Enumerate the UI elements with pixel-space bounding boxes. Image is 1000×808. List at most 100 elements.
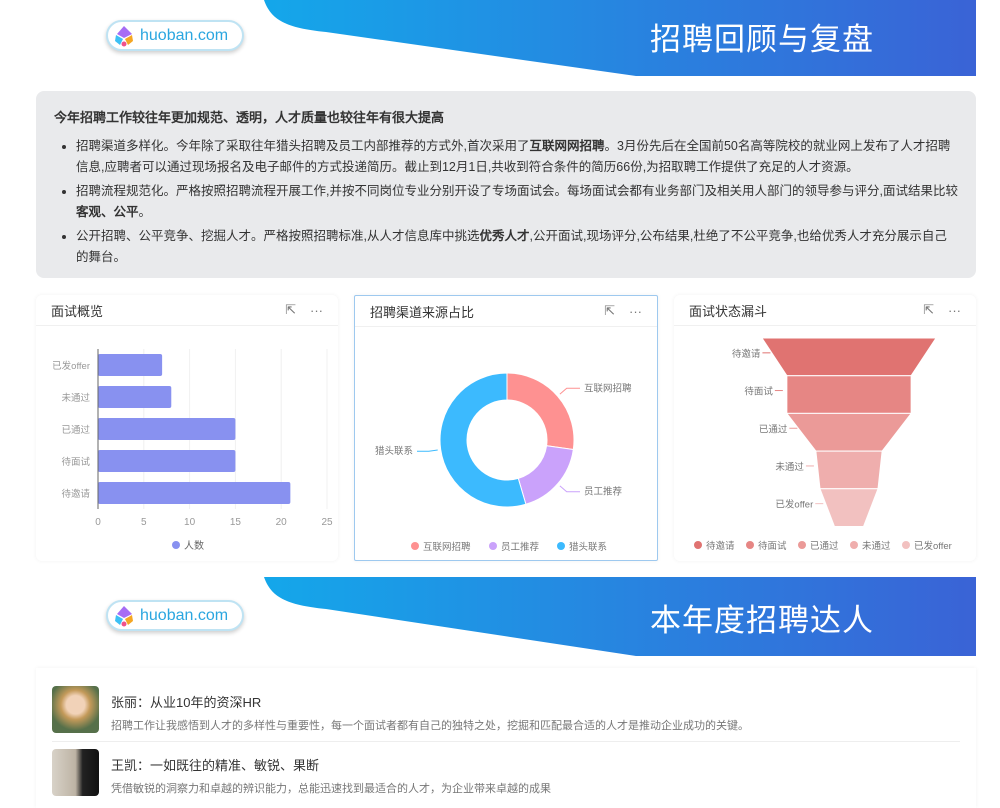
y-tick-label: 未通过 xyxy=(61,392,90,404)
y-tick-label: 待邀请 xyxy=(61,488,90,500)
huoban-logo: huoban.com xyxy=(106,600,244,631)
summary-text: 招聘流程规范化。严格按照招聘流程开展工作,并按不同岗位专业分别开设了专场面试会。… xyxy=(76,184,958,198)
summary-text: 互联网网招聘 xyxy=(529,139,605,153)
x-tick-label: 25 xyxy=(321,517,333,528)
funnel-segment xyxy=(786,375,912,414)
divider xyxy=(52,741,960,742)
x-tick-label: 5 xyxy=(141,517,147,528)
banner-review: huoban.com 招聘回顾与复盘 xyxy=(36,0,976,76)
summary-text: 。3月份先后在全国前50名高等院校的就业网上发布了人才招聘信息,应聘者可以通过现… xyxy=(76,139,951,174)
legend-label: 员工推荐 xyxy=(501,541,540,553)
legend-marker xyxy=(850,541,858,549)
bar xyxy=(98,418,236,440)
banner-background xyxy=(264,0,976,76)
donut-slice xyxy=(517,445,574,505)
funnel-segment xyxy=(761,337,937,377)
summary-text: 客观、公平 xyxy=(76,205,139,219)
funnel-segment xyxy=(815,450,883,490)
slice-label: 猎头联系 xyxy=(375,445,413,457)
card-interview-funnel: 面试状态漏斗 ⇱ ··· 待邀请 待面试 已通过 未通过 已发offer 待邀请 待面试 已通过未… xyxy=(674,295,976,561)
avatar xyxy=(52,749,99,796)
funnel-label: 未通过 xyxy=(775,461,804,473)
bar xyxy=(98,354,163,376)
x-tick-label: 0 xyxy=(95,517,101,528)
card-title: 招聘渠道来源占比 xyxy=(370,304,475,320)
y-tick-label: 已通过 xyxy=(61,424,90,436)
legend-label: 已通过 xyxy=(810,540,839,552)
slice-label: 互联网招聘 xyxy=(584,382,632,394)
talent-list: 张丽：从业10年的资深HR 招聘工作让我感悟到人才的多样性与重要性，每一个面试者都… xyxy=(36,668,976,808)
summary-text: ,公开面试,现场评分,公布结果,杜绝了不公平竞争,也给优秀人才充分展示自己的舞台… xyxy=(76,229,947,264)
card-channel-share: 招聘渠道来源占比 ⇱ ··· 互联网招聘 员工推荐 猎头联系 互联网招聘 员工推荐 猎头联系 xyxy=(354,295,658,561)
x-tick-label: 20 xyxy=(276,517,288,528)
banner-talent: huoban.com 本年度招聘达人 xyxy=(36,577,976,656)
logo-icon xyxy=(115,605,133,626)
legend-label: 猎头联系 xyxy=(569,541,607,553)
card-interview-overview: 面试概览 ⇱ ··· 0 5 10 15 20 25 待邀请 待面试 已通过 未通过 已发offer 人数 xyxy=(36,295,338,561)
slice-label: 员工推荐 xyxy=(584,486,623,498)
person-desc: 招聘工作让我感悟到人才的多样性与重要性，每一个面试者都有自己的独特之处，挖掘和匹… xyxy=(111,720,749,732)
legend-label: 待面试 xyxy=(758,540,787,552)
legend-marker xyxy=(694,541,702,549)
y-tick-label: 已发offer xyxy=(52,360,90,372)
legend-marker xyxy=(746,541,754,549)
more-icon[interactable]: ··· xyxy=(310,302,323,318)
x-tick-label: 15 xyxy=(230,517,242,528)
card-title: 面试状态漏斗 xyxy=(689,303,768,319)
legend-marker xyxy=(489,542,497,550)
banner-background xyxy=(264,577,976,656)
legend-marker xyxy=(557,542,565,550)
funnel-segment xyxy=(819,488,879,527)
legend-label: 待邀请 xyxy=(706,540,735,552)
summary-item: 招聘渠道多样化。今年除了采取往年猎头招聘及员工内部推荐的方式外,首次采用了互联网… xyxy=(76,136,958,178)
list-item: 张丽：从业10年的资深HR 招聘工作让我感悟到人才的多样性与重要性，每一个面试者都… xyxy=(52,686,960,733)
summary-text: 招聘渠道多样化。今年除了采取往年猎头招聘及员工内部推荐的方式外,首次采用了 xyxy=(76,139,530,153)
card-title: 面试概览 xyxy=(51,303,104,319)
legend-marker xyxy=(902,541,910,549)
summary-text: 优秀人才 xyxy=(479,229,530,243)
funnel-label: 待面试 xyxy=(744,386,773,398)
legend-marker xyxy=(798,541,806,549)
external-link-icon[interactable]: ⇱ xyxy=(923,302,934,317)
summary-text: 公开招聘、公平竞争、挖掘人才。严格按照招聘标准,从人才信息库中挑选 xyxy=(76,229,480,243)
more-icon[interactable]: ··· xyxy=(629,303,642,319)
funnel-label: 已通过 xyxy=(759,423,788,435)
avatar xyxy=(52,686,99,733)
external-link-icon[interactable]: ⇱ xyxy=(285,302,296,317)
funnel-segment xyxy=(785,412,913,452)
bar xyxy=(98,482,291,504)
summary-item: 公开招聘、公平竞争、挖掘人才。严格按照招聘标准,从人才信息库中挑选优秀人才,公开… xyxy=(76,226,958,268)
bar-chart: 0 5 10 15 20 25 待邀请 待面试 已通过 未通过 已发offer 人数 xyxy=(52,349,333,552)
person-name: 张丽：从业10年的资深HR xyxy=(111,695,262,710)
x-tick-label: 10 xyxy=(184,517,196,528)
summary-text: 。 xyxy=(138,205,152,219)
summary-heading: 今年招聘工作较往年更加规范、透明，人才质量也较往年有很大提高 xyxy=(54,110,445,125)
label-line xyxy=(559,485,580,493)
donut-slice xyxy=(439,372,527,508)
list-item: 王凯：一如既往的精准、敏锐、果断凭借敏锐的洞察力和卓越的辨识能力，总能迅速找到最… xyxy=(52,749,960,796)
legend-marker xyxy=(172,541,180,549)
label-line xyxy=(559,387,580,395)
y-tick-label: 待面试 xyxy=(61,456,90,468)
funnel-label: 已发offer xyxy=(775,499,813,511)
bar xyxy=(98,450,236,472)
person-name: 王凯：一如既往的精准、敏锐、果断 xyxy=(111,758,320,773)
label-line xyxy=(417,449,438,452)
legend-marker xyxy=(411,542,419,550)
more-icon[interactable]: ··· xyxy=(948,302,961,318)
legend-label: 未通过 xyxy=(862,540,891,552)
bar xyxy=(98,386,172,408)
summary-item: 招聘流程规范化。严格按照招聘流程开展工作,并按不同岗位专业分别开设了专场面试会。… xyxy=(76,181,958,223)
donut-slice xyxy=(506,372,575,451)
summary-list: 招聘渠道多样化。今年除了采取往年猎头招聘及员工内部推荐的方式外,首次采用了互联网… xyxy=(54,136,958,268)
banner-title: 本年度招聘达人 xyxy=(650,603,874,638)
legend-label: 人数 xyxy=(184,539,204,552)
person-desc: 凭借敏锐的洞察力和卓越的辨识能力，总能迅速找到最适合的人才，为企业带来卓越的成果 xyxy=(111,783,551,795)
logo-icon xyxy=(115,25,133,46)
legend-label: 互联网招聘 xyxy=(423,541,471,553)
huoban-logo: huoban.com xyxy=(106,20,244,51)
external-link-icon[interactable]: ⇱ xyxy=(604,303,615,318)
funnel-label: 待邀请 xyxy=(732,348,761,360)
